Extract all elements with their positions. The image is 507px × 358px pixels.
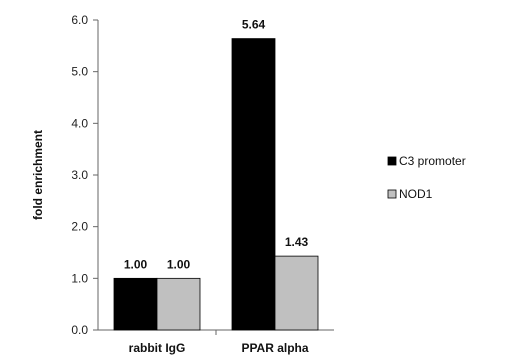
bars: [113, 38, 319, 331]
y-tick-label: 3.0: [71, 168, 88, 182]
data-labels: 1.00 1.00 5.64 1.43: [124, 18, 309, 272]
y-tick-label: 4.0: [71, 116, 88, 130]
y-tick-label: 2.0: [71, 220, 88, 234]
bar-c3-promoter: [231, 38, 276, 331]
legend-label: C3 promoter: [399, 154, 466, 168]
bar-nod1: [274, 255, 319, 331]
data-label: 1.43: [285, 235, 309, 249]
data-label: 5.64: [242, 18, 266, 32]
x-category-label: rabbit IgG: [129, 341, 186, 355]
data-label: 1.00: [167, 257, 191, 271]
x-axis-categories: rabbit IgG PPAR alpha: [129, 330, 309, 355]
y-tick-label: 6.0: [71, 13, 88, 27]
bar-nod1: [156, 277, 201, 331]
data-label: 1.00: [124, 257, 148, 271]
x-category-label: PPAR alpha: [241, 341, 308, 355]
y-axis-label: fold enrichment: [31, 130, 45, 220]
legend-label: NOD1: [399, 187, 433, 201]
y-axis-ticks: 0.0 1.0 2.0 3.0 4.0 5.0 6.0: [71, 13, 98, 337]
legend-swatch-c3-promoter: [387, 156, 397, 166]
bar-c3-promoter: [113, 277, 158, 331]
y-tick-label: 0.0: [71, 323, 88, 337]
y-tick-label: 5.0: [71, 65, 88, 79]
legend-swatch-nod1: [387, 189, 397, 199]
y-tick-label: 1.0: [71, 271, 88, 285]
legend: C3 promoter NOD1: [387, 154, 466, 201]
